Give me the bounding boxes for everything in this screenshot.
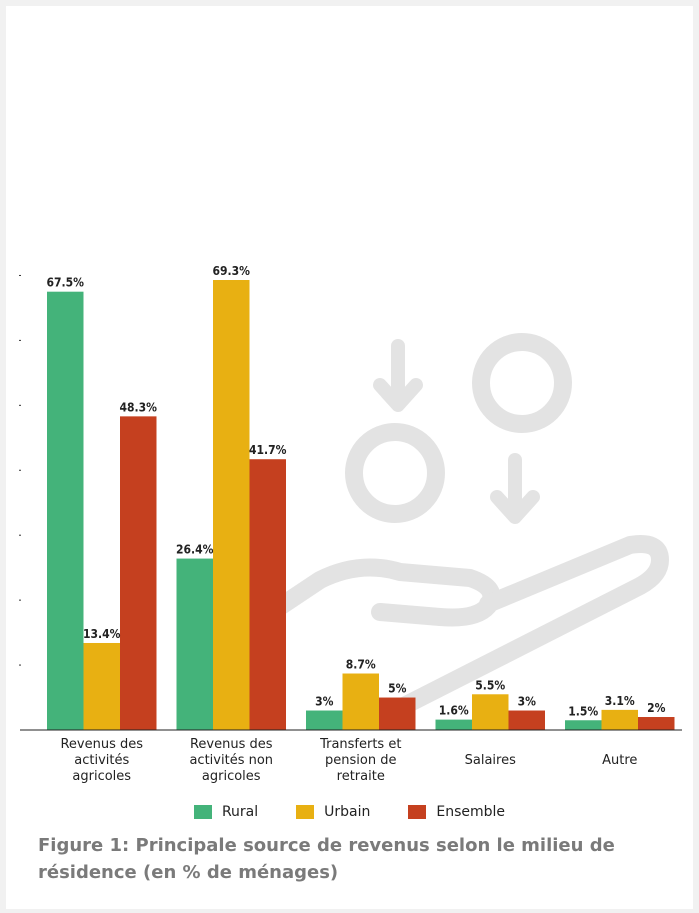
bar-urbain: [601, 709, 638, 730]
hand-coins-icon: [221, 333, 669, 717]
value-label-urbain: 8.7%: [346, 658, 376, 672]
legend-item-rural: Rural: [193, 804, 259, 820]
value-label-rural: 1.6%: [439, 704, 469, 718]
category-label: activités: [74, 753, 129, 768]
category-label: retraite: [337, 769, 385, 784]
category-label: Salaires: [465, 753, 516, 768]
bar-ensemble: [249, 459, 286, 730]
category-label: Revenus des: [60, 737, 143, 752]
legend-label-rural: Rural: [221, 804, 259, 820]
y-axis-ticks: [19, 274, 21, 666]
bar-urbain: [342, 673, 379, 730]
legend-swatch-rural: [193, 805, 212, 819]
value-label-ensemble: 3%: [518, 695, 537, 709]
value-label-rural: 1.5%: [568, 704, 598, 718]
category-label: Autre: [602, 753, 637, 768]
value-label-urbain: 69.3%: [213, 264, 251, 278]
legend-item-ensemble: Ensemble: [408, 804, 505, 820]
value-label-urbain: 5.5%: [475, 678, 505, 692]
bar-ensemble: [120, 416, 157, 730]
value-label-ensemble: 48.3%: [120, 400, 158, 414]
legend-label-urbain: Urbain: [324, 804, 371, 820]
bar-rural: [565, 720, 602, 730]
value-label-urbain: 3.1%: [605, 694, 635, 708]
category-label: activités non: [189, 753, 273, 768]
figure-caption: Figure 1: Principale source de revenus s…: [38, 835, 615, 883]
legend-label-ensemble: Ensemble: [436, 804, 506, 820]
category-label: Revenus des: [190, 737, 273, 752]
bar-rural: [176, 558, 213, 730]
bar-urbain: [83, 642, 120, 730]
value-label-rural: 67.5%: [47, 276, 85, 290]
category-label: pension de: [325, 753, 396, 768]
legend-swatch-urbain: [296, 805, 315, 819]
value-label-ensemble: 5%: [388, 682, 407, 696]
legend-item-urbain: Urbain: [296, 804, 370, 820]
legend: Rural Urbain Ensemble: [0, 804, 699, 820]
bar-ensemble: [379, 697, 416, 730]
category-label: agricoles: [202, 769, 261, 784]
legend-swatch-ensemble: [408, 805, 427, 819]
category-label: agricoles: [72, 769, 131, 784]
bar-urbain: [213, 280, 250, 730]
value-label-ensemble: 41.7%: [249, 443, 287, 457]
bar-rural: [306, 710, 343, 730]
bar-rural: [47, 291, 84, 730]
bar-ensemble: [638, 717, 675, 730]
value-labels-group: 67.5% 13.4% 48.3% 26.4% 69.3% 41.7% 3% 8.7% 5% 1.…: [47, 264, 666, 718]
category-label: Transferts et: [319, 737, 401, 752]
value-label-rural: 26.4%: [176, 543, 214, 557]
value-label-rural: 3%: [315, 695, 334, 709]
value-label-urbain: 13.4%: [83, 627, 121, 641]
bar-ensemble: [508, 710, 545, 730]
bar-urbain: [472, 694, 509, 730]
value-label-ensemble: 2%: [647, 701, 666, 715]
bar-rural: [435, 719, 472, 730]
bars-group: [47, 280, 675, 730]
